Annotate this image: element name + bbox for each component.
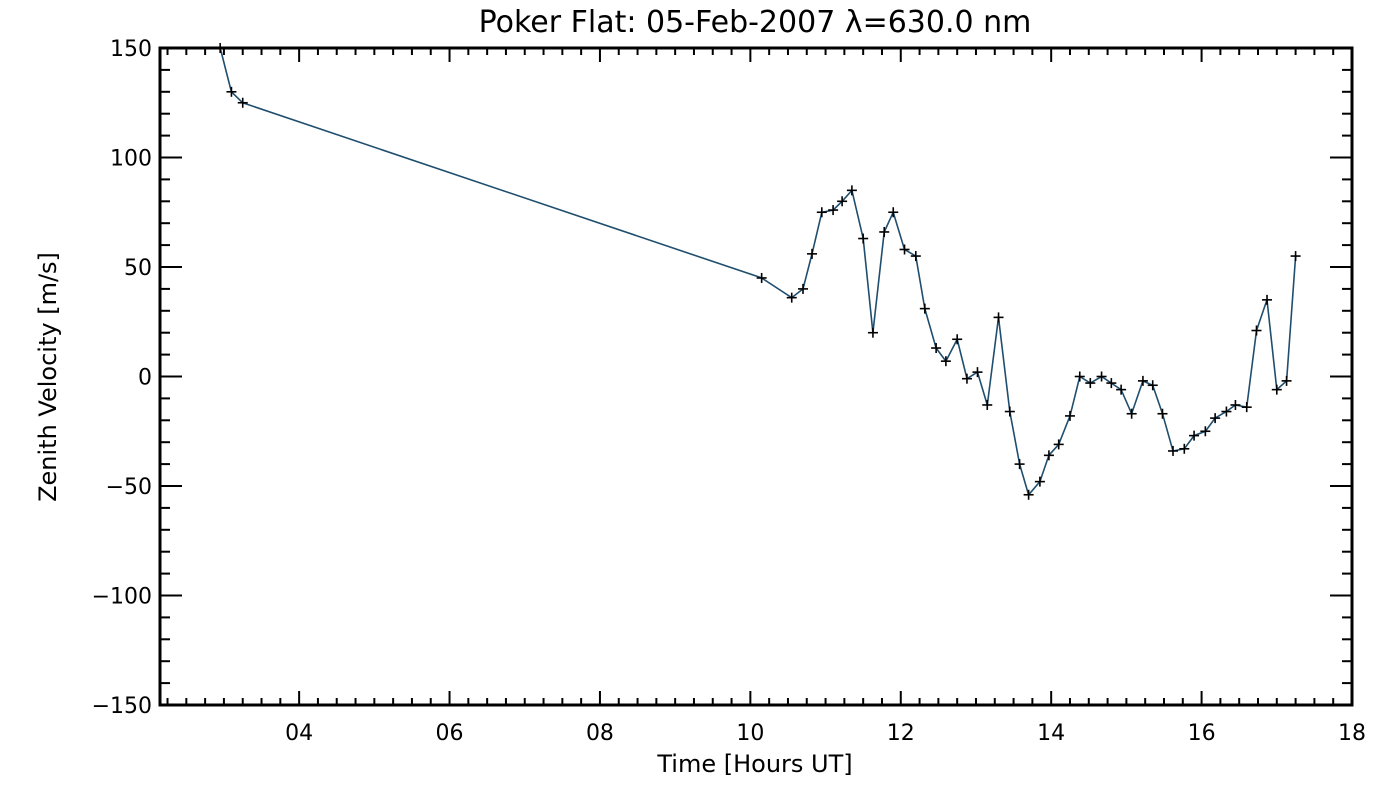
data-point xyxy=(1004,406,1015,417)
data-point xyxy=(828,205,839,216)
data-point xyxy=(1126,408,1137,419)
data-point xyxy=(215,43,226,53)
data-point xyxy=(1147,380,1158,391)
data-point xyxy=(756,272,767,283)
data-point xyxy=(1023,489,1034,500)
data-point xyxy=(1043,450,1054,461)
x-tick-label: 06 xyxy=(436,721,464,746)
y-tick-label: 150 xyxy=(110,37,152,62)
data-point xyxy=(919,303,930,314)
x-tick-label: 14 xyxy=(1037,721,1065,746)
data-point xyxy=(910,251,921,262)
data-point xyxy=(879,226,890,237)
data-point xyxy=(1074,371,1085,382)
data-point xyxy=(1262,294,1273,305)
data-point xyxy=(1210,413,1221,424)
chart-title: Poker Flat: 05-Feb-2007 λ=630.0 nm xyxy=(479,5,1032,40)
data-point xyxy=(1137,375,1148,386)
data-point xyxy=(237,97,248,108)
data-point xyxy=(1014,459,1025,470)
data-point xyxy=(961,373,972,384)
tick-labels: 04 06 08 10 12 14 16 18 150 100 50 0 −50 −100 −150 xyxy=(92,37,1366,746)
data-point xyxy=(786,292,797,303)
data-point xyxy=(858,233,869,244)
x-tick-label: 18 xyxy=(1338,721,1366,746)
y-tick-label: 0 xyxy=(138,366,152,391)
data-point xyxy=(1034,476,1045,487)
data-point xyxy=(940,356,951,367)
data-point xyxy=(1290,251,1301,262)
data-point xyxy=(807,248,818,259)
data-point xyxy=(993,312,1004,323)
x-tick-label: 12 xyxy=(887,721,915,746)
data-point xyxy=(982,399,993,410)
data-point xyxy=(899,244,910,255)
data-point xyxy=(1271,384,1282,395)
data-point xyxy=(837,196,848,207)
series-line xyxy=(219,47,1297,497)
data-point xyxy=(952,334,963,345)
y-tick-label: −50 xyxy=(106,475,152,500)
y-axis-label: Zenith Velocity [m/s] xyxy=(34,252,62,502)
y-tick-label: 100 xyxy=(110,147,152,172)
data-point xyxy=(1241,402,1252,413)
data-point xyxy=(1064,410,1075,421)
x-tick-label: 04 xyxy=(285,721,313,746)
x-tick-label: 10 xyxy=(736,721,764,746)
data-point xyxy=(1281,375,1292,386)
data-point xyxy=(931,343,942,354)
x-axis-label: Time [Hours UT] xyxy=(656,750,852,778)
data-point xyxy=(1116,384,1127,395)
y-tick-label: −150 xyxy=(92,694,152,719)
data-point xyxy=(972,367,983,378)
data-point xyxy=(1179,443,1190,454)
data-point xyxy=(867,327,878,338)
data-point xyxy=(846,185,857,196)
data-point xyxy=(1085,378,1096,389)
data-point xyxy=(888,207,899,218)
data-point xyxy=(1200,426,1211,437)
x-tick-label: 16 xyxy=(1188,721,1216,746)
data-point xyxy=(226,86,237,97)
data-point xyxy=(1189,430,1200,441)
x-tick-label: 08 xyxy=(586,721,614,746)
data-point xyxy=(1221,406,1232,417)
data-point xyxy=(816,207,827,218)
data-point xyxy=(1251,325,1262,336)
data-point xyxy=(1230,399,1241,410)
data-point xyxy=(1168,445,1179,456)
y-tick-label: 50 xyxy=(124,256,152,281)
data-markers xyxy=(215,43,1301,500)
data-point xyxy=(1053,439,1064,450)
plot-frame xyxy=(158,46,1354,707)
data-point xyxy=(798,283,809,294)
data-point xyxy=(1106,378,1117,389)
axis-ticks xyxy=(160,47,1353,706)
data-point xyxy=(1096,371,1107,382)
y-tick-label: −100 xyxy=(92,585,152,610)
data-point xyxy=(1157,408,1168,419)
